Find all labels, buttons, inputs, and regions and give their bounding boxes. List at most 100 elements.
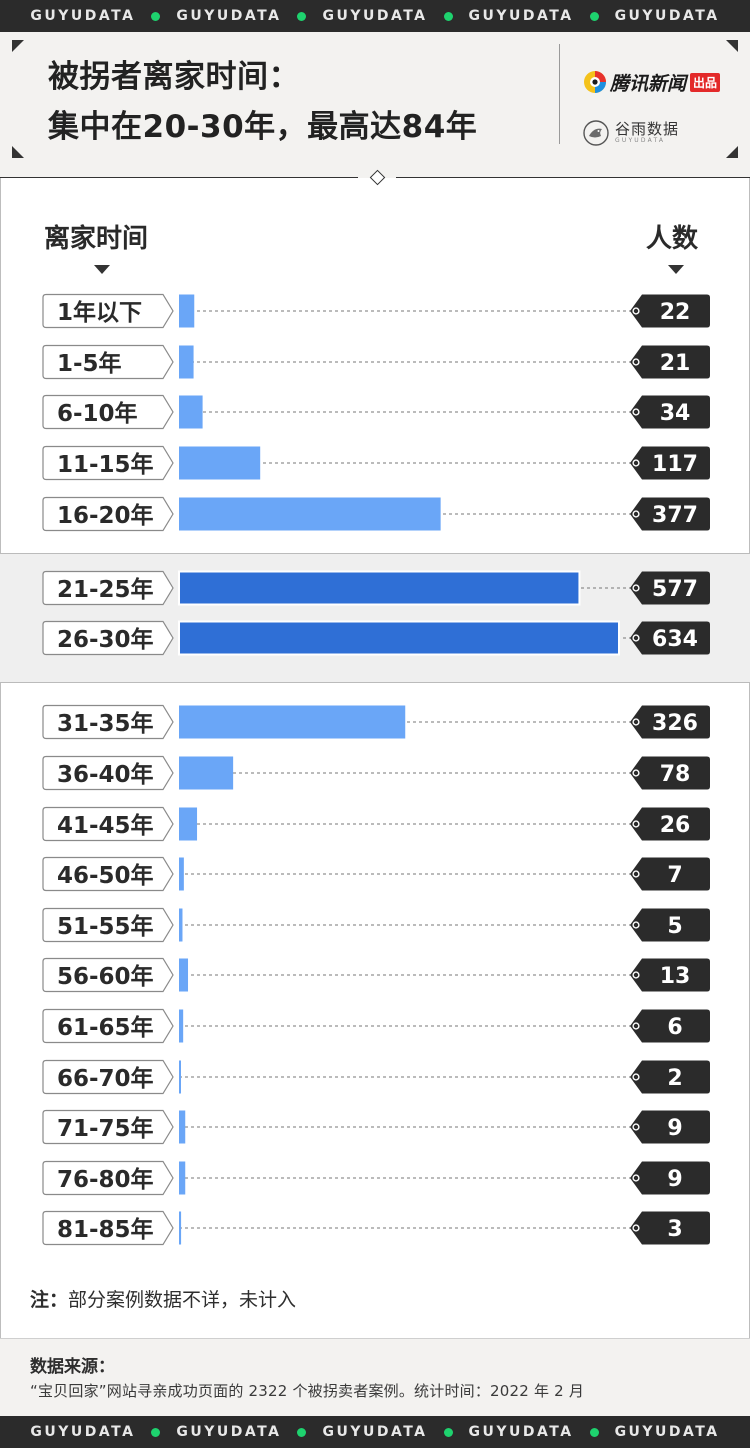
brand-strip-unit: GUYUDATA: [428, 1424, 574, 1440]
bar: [179, 857, 184, 891]
value-tag: [630, 497, 710, 531]
category-label: 51-55年: [57, 913, 154, 940]
value-tag: [630, 958, 710, 992]
value-tag-dot: [633, 972, 639, 978]
category-label-box: [42, 570, 174, 606]
value-tag-dot: [633, 511, 639, 517]
brand-word: GUYUDATA: [614, 8, 720, 24]
corner-mark: [12, 146, 24, 158]
category-label-box: [42, 293, 174, 329]
value-label: 117: [652, 452, 698, 477]
brand-dot-icon: [151, 11, 161, 21]
brand-strip-unit: GUYUDATA: [135, 1424, 281, 1440]
caret-down-icon: [94, 265, 110, 274]
bar: [179, 1060, 181, 1094]
value-tag-dot: [633, 585, 639, 591]
category-label-box: [42, 806, 174, 842]
bar: [179, 395, 203, 429]
value-tag-dot: [633, 922, 639, 928]
value-tag: [630, 908, 710, 942]
value-tag-dot: [633, 635, 639, 641]
category-label-box: [42, 907, 174, 943]
title-divider: [559, 44, 560, 144]
corner-mark: [726, 40, 738, 52]
value-tag: [630, 395, 710, 429]
brand-word: GUYUDATA: [176, 1424, 282, 1440]
bar: [179, 1161, 186, 1195]
brand-strip-bottom: GUYUDATA GUYUDATA GUYUDATA GUYUDATA GUYUDATA: [0, 1416, 750, 1448]
category-label: 66-70年: [57, 1065, 154, 1092]
bar: [179, 1110, 186, 1144]
bar: [178, 620, 620, 656]
value-tag: [630, 756, 710, 790]
brand-word: GUYUDATA: [468, 8, 574, 24]
brand-strip-unit: GUYUDATA: [135, 8, 281, 24]
value-tag-dot: [633, 359, 639, 365]
bar: [178, 570, 581, 606]
guyu-data-name: 谷雨数据: [615, 120, 680, 138]
category-label: 1-5年: [57, 350, 122, 377]
value-tag: [630, 1110, 710, 1144]
value-tag-dot: [633, 871, 639, 877]
value-tag: [630, 345, 710, 379]
bar: [179, 294, 195, 328]
footnote-text: 部分案例数据不详，未计入: [68, 1289, 297, 1311]
value-tag-dot: [633, 821, 639, 827]
column-header-duration: 离家时间: [44, 224, 149, 254]
value-tag: [630, 294, 710, 328]
value-label: 34: [660, 401, 691, 426]
guyu-data-name-en: GUYUDATA: [615, 137, 666, 144]
value-label: 21: [660, 351, 691, 376]
value-label: 9: [667, 1116, 682, 1141]
brand-dot-icon: [443, 11, 453, 21]
category-label: 61-65年: [57, 1014, 154, 1041]
value-label: 377: [652, 503, 698, 528]
value-tag: [630, 571, 710, 605]
corner-mark: [726, 146, 738, 158]
value-label: 326: [652, 711, 698, 736]
footnote-label: 注：: [30, 1289, 69, 1311]
category-label: 71-75年: [57, 1115, 154, 1142]
brand-strip-unit: GUYUDATA: [574, 8, 720, 24]
category-label-box: [42, 445, 174, 481]
guyu-bird-icon: [583, 120, 609, 146]
category-label-box: [42, 496, 174, 532]
brand-word: GUYUDATA: [322, 1424, 428, 1440]
brand-word: GUYUDATA: [30, 8, 136, 24]
value-tag-dot: [633, 1023, 639, 1029]
value-tag-dot: [633, 409, 639, 415]
title-line-2: 集中在20-30年，最高达84年: [48, 109, 478, 145]
brand-strip-unit: GUYUDATA: [428, 8, 574, 24]
value-tag: [630, 621, 710, 655]
tencent-news-icon: [584, 71, 606, 93]
value-label: 2: [667, 1066, 682, 1091]
tencent-news-text: 腾讯新闻: [610, 72, 687, 95]
value-label: 3: [667, 1217, 682, 1242]
category-label: 11-15年: [57, 451, 154, 478]
category-label-box: [42, 394, 174, 430]
category-label: 31-35年: [57, 710, 154, 737]
section-divider: [0, 177, 358, 178]
value-tag: [630, 1060, 710, 1094]
value-tag: [630, 705, 710, 739]
brand-dot-icon: [443, 1427, 453, 1437]
value-tag-dot: [633, 460, 639, 466]
category-label-box: [42, 1210, 174, 1246]
value-label: 13: [660, 964, 691, 989]
brand-strip-unit: GUYUDATA: [574, 1424, 720, 1440]
tencent-news-logo: 腾讯新闻 出品: [583, 67, 735, 97]
value-tag: [630, 1009, 710, 1043]
value-label: 26: [660, 813, 691, 838]
source-text: “宝贝回家”网站寻亲成功页面的 2322 个被拐卖者案例。统计时间：2022 年…: [30, 1382, 585, 1400]
brand-word: GUYUDATA: [614, 1424, 720, 1440]
source-title: 数据来源：: [30, 1357, 115, 1377]
brand-dot-icon: [151, 1427, 161, 1437]
value-tag: [630, 807, 710, 841]
corner-mark: [12, 40, 24, 52]
bar: [179, 497, 441, 531]
bar: [179, 1009, 184, 1043]
value-tag: [630, 446, 710, 480]
category-label: 46-50年: [57, 862, 154, 889]
bar: [179, 958, 189, 992]
